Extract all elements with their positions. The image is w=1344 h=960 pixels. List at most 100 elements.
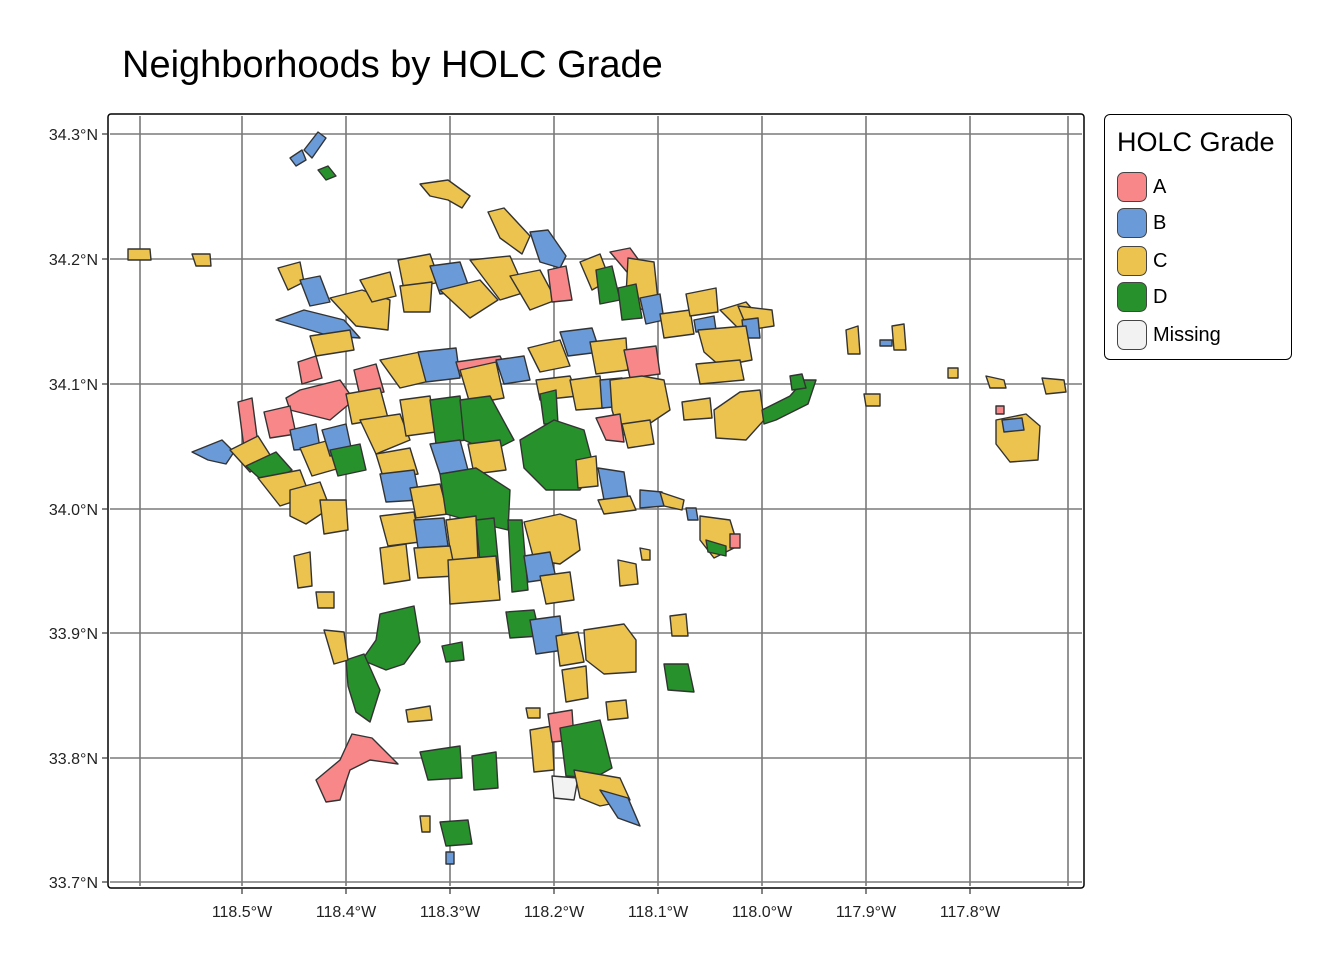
holc-c-area (621, 419, 655, 449)
holc-a-area (729, 533, 741, 549)
holc-c-area (589, 337, 629, 375)
holc-d-area (663, 663, 695, 693)
holc-d-area (441, 641, 465, 663)
y-tick-label: 33.9°N (49, 626, 98, 643)
legend-title: HOLC Grade (1117, 127, 1275, 157)
holc-c-area (191, 253, 212, 267)
y-tick-label: 34.1°N (49, 377, 98, 394)
legend-item-c: C (1117, 245, 1167, 277)
holc-c-area (459, 361, 505, 405)
holc-c-area (439, 279, 499, 319)
legend-swatch-c (1117, 246, 1147, 276)
legend-label-d: D (1153, 285, 1168, 308)
holc-missing-area (551, 775, 579, 801)
holc-c-area (609, 375, 671, 437)
holc-a-area (595, 413, 625, 443)
holc-c-area (539, 571, 575, 605)
holc-c-area (315, 591, 335, 609)
x-tick-label: 118.2°W (524, 904, 585, 921)
holc-d-area (329, 443, 367, 477)
legend-label-b: B (1153, 211, 1167, 234)
holc-c-area (487, 207, 531, 255)
holc-c-area (561, 665, 589, 703)
legend-swatch-a (1117, 172, 1147, 202)
legend-label-c: C (1153, 249, 1168, 272)
holc-d-area (507, 519, 529, 593)
holc-c-area (127, 248, 152, 261)
holc-c-area (419, 179, 471, 209)
holc-c-area (681, 397, 713, 421)
map-title: Neighborhoods by HOLC Grade (122, 44, 663, 86)
holc-a-area (285, 379, 355, 421)
holc-c-area (319, 499, 349, 535)
holc-d-area (789, 373, 807, 391)
holc-c-area (597, 495, 637, 515)
x-axis-ticks: 118.5°W 118.4°W 118.3°W 118.2°W 118.1°W 118.0… (212, 888, 1001, 921)
holc-c-area (695, 359, 745, 385)
holc-a-area (995, 405, 1005, 415)
holc-a-area (547, 265, 573, 303)
holc-b-area (413, 517, 449, 549)
holc-a-area (623, 345, 661, 379)
holc-b-area (445, 851, 455, 865)
x-tick-label: 118.1°W (628, 904, 689, 921)
x-tick-label: 117.8°W (940, 904, 1001, 921)
holc-neighborhoods (127, 131, 1067, 865)
holc-c-area (583, 623, 637, 675)
holc-a-area (315, 733, 399, 803)
x-tick-label: 118.0°W (732, 904, 793, 921)
holc-c-area (405, 705, 433, 723)
holc-c-area (659, 491, 685, 511)
y-axis-ticks: 34.3°N 34.2°N 34.1°N 34.0°N 33.9°N 33.8°N 33.7… (49, 127, 108, 892)
y-tick-label: 34.3°N (49, 127, 98, 144)
holc-b-area (879, 339, 893, 347)
x-tick-label: 118.5°W (212, 904, 273, 921)
legend: HOLC Grade A B C D Missing (1104, 114, 1292, 360)
holc-d-area (761, 379, 817, 425)
holc-c-area (617, 559, 639, 587)
y-tick-label: 34.2°N (49, 252, 98, 269)
x-tick-label: 118.3°W (420, 904, 481, 921)
holc-c-area (289, 481, 331, 525)
legend-swatch-missing (1117, 320, 1147, 350)
holc-b-area (417, 347, 461, 383)
holc-c-area (293, 551, 313, 589)
holc-c-area (379, 511, 421, 547)
holc-c-area (555, 631, 585, 667)
legend-swatch-b (1117, 208, 1147, 238)
holc-c-area (527, 339, 571, 373)
holc-b-area (495, 355, 531, 385)
holc-c-area (419, 815, 431, 833)
x-tick-label: 117.9°W (836, 904, 897, 921)
holc-d-area (559, 719, 613, 779)
holc-c-area (575, 455, 599, 489)
holc-c-area (659, 309, 695, 339)
holc-c-area (845, 325, 861, 355)
holc-d-area (361, 605, 421, 671)
holc-d-area (439, 819, 473, 847)
holc-b-area (191, 439, 235, 465)
holc-c-area (323, 629, 349, 665)
holc-b-area (529, 229, 567, 269)
holc-c-area (569, 375, 605, 411)
holc-b-area (597, 467, 629, 501)
legend-swatch-d (1117, 282, 1147, 312)
y-tick-label: 34.0°N (49, 502, 98, 519)
holc-d-area (419, 745, 463, 781)
legend-label-missing: Missing (1153, 323, 1221, 346)
legend-item-a: A (1117, 171, 1166, 203)
holc-c-area (947, 367, 959, 379)
holc-c-area (359, 271, 397, 303)
holc-c-area (525, 707, 541, 719)
legend-item-b: B (1117, 207, 1166, 239)
holc-c-area (379, 543, 411, 585)
holc-c-area (863, 393, 881, 407)
legend-item-missing: Missing (1117, 319, 1221, 351)
holc-b-area (1001, 417, 1025, 433)
holc-c-area (891, 323, 907, 351)
x-tick-label: 118.4°W (316, 904, 377, 921)
holc-d-area (317, 165, 337, 181)
holc-c-area (1041, 377, 1067, 395)
holc-d-area (471, 751, 499, 791)
holc-b-area (685, 507, 699, 521)
